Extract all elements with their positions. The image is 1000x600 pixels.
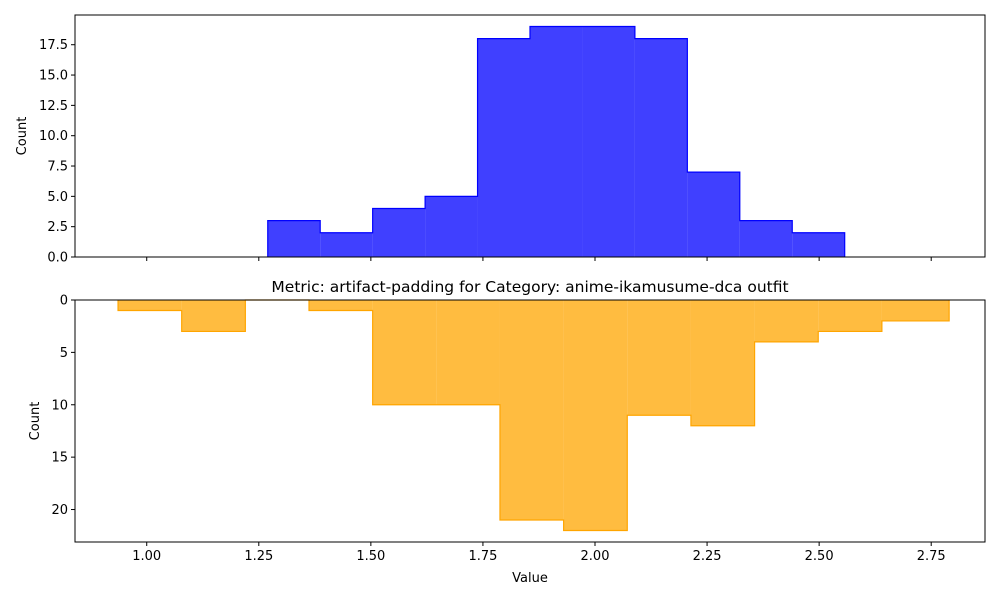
histogram-bar — [320, 232, 373, 257]
y-tick-label: 15 — [51, 451, 68, 466]
histogram-bar — [687, 172, 740, 257]
histogram-bar — [267, 220, 321, 257]
x-tick-label: 1.00 — [132, 549, 161, 564]
top-histogram-panel: 0.0 2.5 5.0 7.5 10.0 12.5 15.0 17.5 Count — [15, 14, 986, 266]
x-tick-label: 1.50 — [356, 549, 385, 564]
histogram-bar — [425, 196, 478, 257]
histogram-bar — [309, 300, 373, 311]
y-tick-label: 2.5 — [47, 220, 68, 235]
histogram-bar — [881, 300, 950, 321]
histogram-bar — [372, 300, 437, 405]
histogram-bar — [582, 26, 635, 258]
histogram-bar — [739, 220, 793, 257]
histogram-bar — [792, 232, 845, 257]
x-tick-label: 2.25 — [693, 549, 722, 564]
histogram-outline — [117, 299, 950, 532]
histogram-bar — [499, 300, 564, 520]
histogram-bar — [754, 300, 819, 342]
histogram-bar — [818, 300, 882, 332]
x-tick-label: 1.25 — [244, 549, 273, 564]
histogram-bar — [118, 300, 182, 311]
histogram-bar — [530, 26, 583, 258]
y-tick-label: 0 — [60, 294, 68, 309]
x-tick-label: 2.00 — [581, 549, 610, 564]
y-tick-label: 5.0 — [47, 190, 68, 205]
histogram-bars — [267, 26, 845, 258]
x-tick-label: 2.75 — [917, 549, 946, 564]
histogram-bar — [181, 300, 246, 332]
bottom-histogram-panel: 0 5 10 15 20 1.00 1.25 1.50 1.75 2.00 2.25 2.50 2.75… — [28, 278, 986, 586]
histogram-bar — [690, 300, 755, 426]
y-axis-label: Count — [28, 402, 43, 441]
x-tick-label: 2.50 — [805, 549, 834, 564]
y-tick-label: 20 — [51, 503, 68, 518]
y-tick-label: 12.5 — [39, 99, 68, 114]
histogram-bar — [372, 208, 426, 257]
plot-frame — [74, 299, 986, 543]
histogram-bar — [477, 38, 530, 257]
x-axis-label: Value — [512, 571, 548, 586]
histogram-bar — [634, 38, 688, 257]
histogram-bar — [563, 300, 628, 531]
y-tick-label: 17.5 — [39, 38, 68, 53]
y-tick-label: 15.0 — [39, 69, 68, 84]
histogram-bars — [118, 300, 950, 531]
y-tick-label: 10 — [51, 398, 68, 413]
histogram-bar — [627, 300, 691, 416]
histogram-outline — [267, 25, 846, 257]
y-axis-label: Count — [15, 117, 30, 156]
x-tick-label: 1.75 — [468, 549, 497, 564]
y-tick-label: 5 — [60, 346, 68, 361]
y-tick-label: 0.0 — [47, 251, 68, 266]
y-tick-label: 7.5 — [47, 160, 68, 175]
y-tick-label: 10.0 — [39, 129, 68, 144]
panel-title: Metric: artifact-padding for Category: a… — [271, 278, 788, 296]
histogram-bar — [436, 300, 500, 405]
